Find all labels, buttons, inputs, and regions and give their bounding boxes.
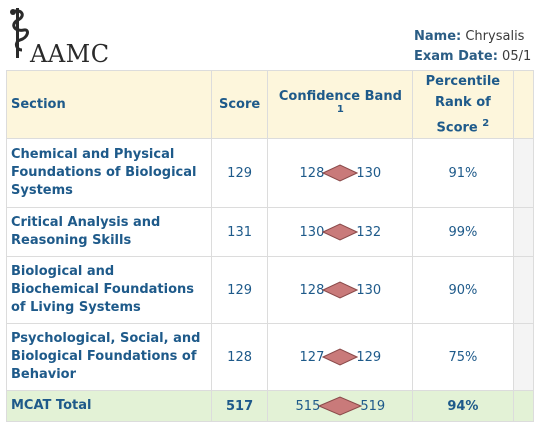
exam-date-label: Exam Date: [414,49,498,64]
percentile-header-line3: Score [436,120,478,136]
percentile-header: Percentile Rank of Score 2 [412,69,514,140]
band-low: 515 [295,398,321,414]
section-score: 128 [210,323,269,392]
percentile: 91% [412,138,514,209]
percentile: 99% [412,207,514,258]
caduceus-icon [10,8,29,58]
section-name: Biological and Biochemical Foundations o… [6,256,212,325]
section-name: Chemical and Physical Foundations of Bio… [6,138,212,209]
score-header: Score [210,69,269,140]
band-high: 132 [356,224,382,240]
percentile: 75% [412,323,514,392]
band-low: 128 [299,282,325,298]
percentile: 90% [412,256,514,325]
diamond-icon [322,164,359,182]
total-score: 517 [210,390,269,422]
name-label: Name: [414,29,462,44]
table-row: Critical Analysis and Reasoning Skills 1… [6,207,534,258]
name-value: Chrysalis [465,29,525,44]
total-row: MCAT Total 517 515 519 94% [6,390,534,422]
footnote-2-marker[interactable]: 2 [482,118,490,129]
band-low: 127 [299,349,325,365]
exam-date-value: 05/1 [502,49,532,64]
band-high: 519 [360,398,386,414]
aamc-logo: AAMC [8,6,110,68]
score-table: Section Score Confidence Band 1 Percenti… [6,69,534,422]
table-row: Biological and Biochemical Foundations o… [6,256,534,325]
band-high: 129 [356,349,382,365]
percentile-header-line2: Rank of [434,95,491,110]
total-confidence-band: 515 519 [267,390,414,422]
extra-column-header [512,69,534,140]
diamond-icon [318,396,363,416]
confidence-band-label: Confidence Band [278,88,402,104]
diamond-icon [322,223,359,241]
diamond-icon [322,348,359,366]
confidence-band-header: Confidence Band 1 [267,69,414,140]
confidence-band: 128 130 [267,138,414,209]
section-score: 131 [210,207,269,258]
confidence-band: 127 129 [267,323,414,392]
extra-cell [512,256,534,325]
section-header: Section [6,69,212,140]
table-header-row: Section Score Confidence Band 1 Percenti… [6,69,534,140]
band-high: 130 [356,282,382,298]
band-low: 130 [299,224,325,240]
candidate-info: Name: Chrysalis Exam Date: 05/1 [414,27,531,67]
extra-cell [512,207,534,258]
footnote-1-marker[interactable]: 1 [336,103,344,115]
table-row: Chemical and Physical Foundations of Bio… [6,138,534,209]
section-name: Psychological, Social, and Biological Fo… [6,323,212,392]
confidence-band: 128 130 [267,256,414,325]
table-row: Psychological, Social, and Biological Fo… [6,323,534,392]
logo-text: AAMC [30,40,110,68]
extra-cell [512,323,534,392]
section-score: 129 [210,256,269,325]
diamond-icon [322,281,359,299]
extra-cell [512,138,534,209]
percentile-header-line1: Percentile [425,74,501,89]
total-percentile: 94% [412,390,514,422]
band-low: 128 [299,165,325,181]
section-score: 129 [210,138,269,209]
confidence-band: 130 132 [267,207,414,258]
extra-cell [512,390,534,422]
section-name: Critical Analysis and Reasoning Skills [6,207,212,258]
band-high: 130 [356,165,382,181]
total-label: MCAT Total [6,390,212,422]
